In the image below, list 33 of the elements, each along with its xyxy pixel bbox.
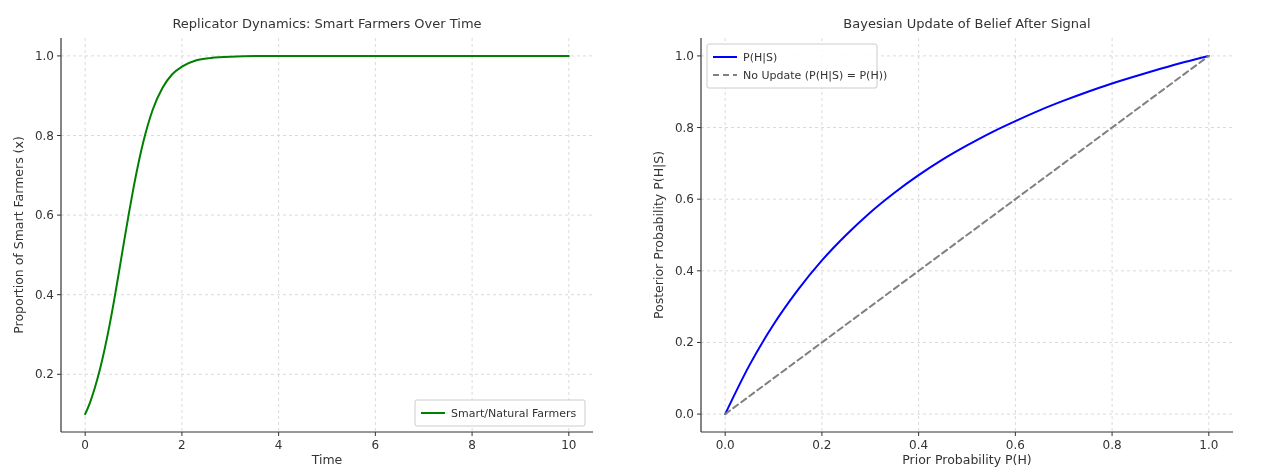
y-tick-label: 0.2 [674, 335, 694, 350]
legend-label: No Update (P(H|S) = P(H)) [743, 69, 888, 82]
x-tick-label: 10 [561, 438, 577, 452]
y-tick-label: 0.6 [34, 208, 54, 223]
x-tick-label: 4 [274, 438, 283, 452]
x-axis-title: Time [310, 452, 343, 467]
legend-label: P(H|S) [743, 51, 778, 64]
x-tick-label: 0.4 [909, 438, 929, 452]
y-axis-title: Posterior Probability P(H|S) [651, 150, 666, 320]
x-tick-label: 2 [178, 438, 186, 452]
y-tick-label: 0.8 [674, 120, 694, 135]
y-axis-title: Proportion of Smart Farmers (x) [11, 136, 26, 334]
y-tick-label: 0.6 [674, 192, 694, 207]
x-axis-title: Prior Probability P(H) [902, 452, 1032, 467]
x-tick-label: 8 [468, 438, 476, 452]
x-tick-label: 1.0 [1199, 438, 1219, 452]
x-tick-label: 0.0 [715, 438, 735, 452]
y-tick-label: 0.0 [674, 407, 694, 422]
y-tick-label: 1.0 [34, 48, 54, 63]
x-tick-label: 0.8 [1102, 438, 1122, 452]
x-tick-label: 0.2 [812, 438, 832, 452]
chart-title: Replicator Dynamics: Smart Farmers Over Time [172, 16, 482, 31]
legend-label: Smart/Natural Farmers [451, 407, 577, 420]
y-tick-label: 0.4 [34, 287, 54, 302]
line-series [724, 54, 1210, 416]
y-tick-label: 0.2 [34, 367, 54, 382]
x-tick-label: 6 [371, 438, 380, 452]
y-tick-label: 0.8 [34, 128, 54, 143]
y-tick-label: 0.4 [674, 263, 694, 278]
y-tick-label: 1.0 [674, 48, 694, 63]
x-tick-label: 0 [81, 438, 89, 452]
chart-title: Bayesian Update of Belief After Signal [843, 16, 1091, 31]
x-tick-label: 0.6 [1005, 438, 1025, 452]
